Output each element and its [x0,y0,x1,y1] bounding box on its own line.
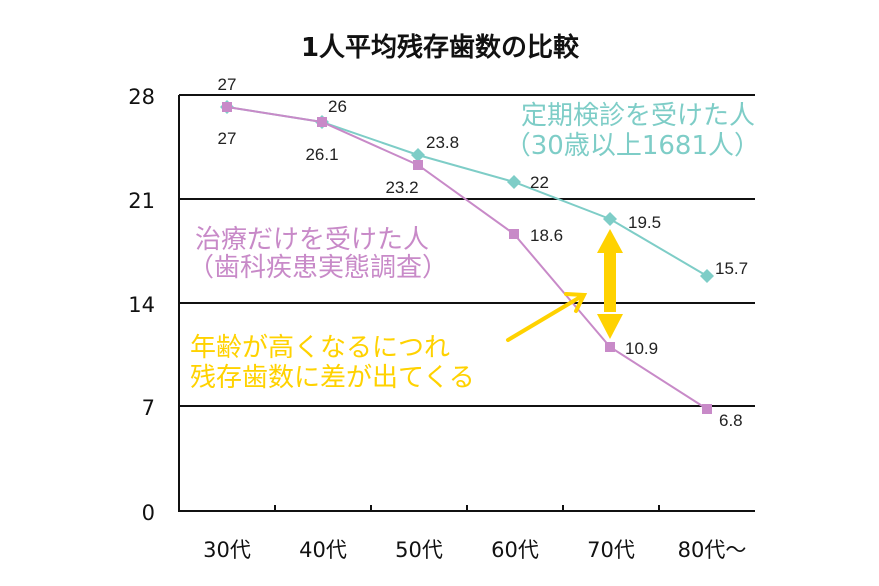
data-label: 18.6 [530,226,563,245]
data-label: 15.7 [715,259,748,278]
y-tick-0: 0 [142,501,155,525]
diamond-marker [603,212,617,226]
x-tick-80s-plus: 80代～ [678,538,747,562]
data-label: 27 [218,75,237,94]
diamond-marker [700,269,714,283]
y-tick-7: 7 [142,396,155,420]
chart-title: 1人平均残存歯数の比較 [301,32,580,63]
x-tick-60s: 60代 [491,538,539,562]
data-label: 27 [218,129,237,148]
legend-checkup: 定期検診を受けた人 （30歳以上1681人） [505,101,760,161]
legend-checkup-line1: 定期検診を受けた人 [521,101,755,131]
series-treatment: 27 26.1 23.2 18.6 10.9 6.8 [218,102,743,430]
series-treatment-labels: 27 26.1 23.2 18.6 10.9 6.8 [218,129,743,430]
legend-treatment-line1: 治療だけを受けた人 [195,225,429,255]
annotation-arrow-icon [506,292,588,342]
square-marker [317,117,327,127]
data-label: 10.9 [625,339,658,358]
x-axis-ticks [274,505,660,511]
data-label: 23.8 [426,133,459,152]
x-tick-50s: 50代 [395,538,443,562]
x-tick-70s: 70代 [587,538,635,562]
data-label: 19.5 [628,213,661,232]
data-label: 23.2 [385,178,418,197]
legend-treatment: 治療だけを受けた人 （歯科疾患実態調査） [188,225,448,283]
data-label: 22 [530,173,549,192]
annotation-line2: 残存歯数に差が出てくる [190,363,475,393]
legend-treatment-line2: （歯科疾患実態調査） [188,253,448,283]
double-arrow-icon [597,229,623,339]
y-tick-28: 28 [128,85,155,109]
square-marker [702,404,712,414]
x-tick-40s: 40代 [299,538,347,562]
diamond-marker [411,148,425,162]
x-tick-labels: 30代 40代 50代 60代 70代 80代～ [203,538,746,562]
series-treatment-line [226,106,708,410]
series-treatment-markers [222,102,712,414]
annotation-line1: 年齢が高くなるにつれ [190,333,450,363]
square-marker [413,160,423,170]
x-tick-30s: 30代 [203,538,251,562]
y-tick-labels: 28 21 14 7 0 [128,85,155,525]
diamond-marker [507,175,521,189]
series-checkup-labels: 27 26 23.8 22 19.5 15.7 [218,75,749,278]
square-marker [605,342,615,352]
y-tick-21: 21 [128,189,155,213]
y-tick-14: 14 [128,293,155,317]
data-label: 26.1 [305,145,338,164]
data-label: 6.8 [719,411,743,430]
legend-checkup-line2: （30歳以上1681人） [505,131,760,161]
square-marker [222,102,232,112]
annotation: 年齢が高くなるにつれ 残存歯数に差が出てくる [190,229,623,393]
data-label: 26 [328,97,347,116]
square-marker [509,229,519,239]
